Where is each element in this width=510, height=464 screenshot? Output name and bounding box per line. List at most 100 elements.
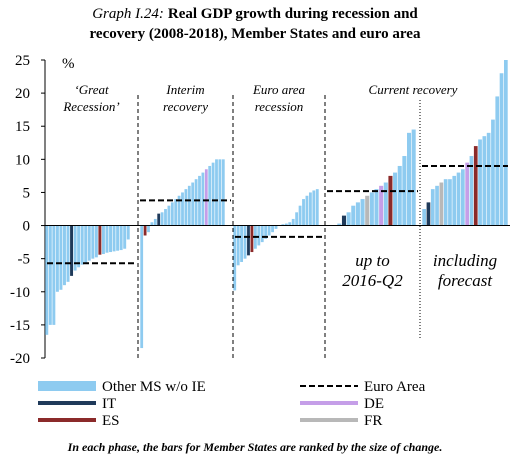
bar <box>383 182 388 226</box>
bar <box>123 225 127 249</box>
y-tick-label: 10 <box>15 152 30 168</box>
y-tick-label: 15 <box>15 119 30 135</box>
bar <box>439 182 444 226</box>
bar <box>369 192 374 226</box>
bar <box>308 192 312 226</box>
bar <box>360 199 365 226</box>
phase-label: ‘Great <box>74 82 109 97</box>
bar <box>109 225 112 253</box>
bar <box>84 225 88 263</box>
bar <box>281 224 285 226</box>
bar <box>218 159 222 226</box>
bar <box>355 202 360 226</box>
legend-label: DE <box>364 396 384 412</box>
bar <box>422 209 426 226</box>
bar <box>435 185 439 226</box>
bar <box>461 169 465 226</box>
phase-label: recovery <box>163 99 208 114</box>
bar <box>240 225 244 262</box>
bar <box>443 179 448 226</box>
bar <box>473 146 478 226</box>
phase-label: Euro area <box>252 82 306 97</box>
bar <box>397 165 402 226</box>
bar <box>143 225 147 236</box>
footnote: In each phase, the bars for Member State… <box>67 440 443 454</box>
chart-title-line: Graph I.24: Real GDP growth during recess… <box>92 6 418 22</box>
phase-sublabel: forecast <box>438 271 493 290</box>
bar <box>70 225 74 276</box>
y-tick-label: -20 <box>10 351 30 367</box>
bar <box>221 159 225 226</box>
bar <box>181 192 184 226</box>
bar <box>337 223 342 226</box>
bar <box>77 225 81 268</box>
bar <box>215 159 218 226</box>
bar <box>184 189 188 226</box>
legend-label: FR <box>364 413 382 429</box>
phase-label: Recession’ <box>62 99 119 114</box>
bar <box>105 225 109 253</box>
phase-label: Interim <box>165 82 204 97</box>
bar <box>233 225 237 291</box>
bar <box>411 129 416 226</box>
bar <box>267 225 271 236</box>
bar <box>486 132 491 226</box>
bar <box>55 225 59 292</box>
bar <box>346 212 351 226</box>
phase-sublabel: up to <box>355 251 389 270</box>
bar <box>112 225 116 252</box>
phase-label: recession <box>255 99 304 114</box>
bar <box>407 132 412 226</box>
phase-sublabel: including <box>433 251 497 270</box>
bar <box>91 225 95 259</box>
legend-label: Other MS w/o IE <box>102 379 206 395</box>
bar <box>469 156 474 226</box>
bar <box>174 199 178 226</box>
bar <box>59 225 63 290</box>
bar <box>48 225 52 325</box>
y-tick-label: 5 <box>23 185 31 201</box>
bar <box>194 179 198 226</box>
bar <box>448 179 452 226</box>
bar <box>63 225 66 286</box>
bar <box>157 213 161 226</box>
bar <box>250 225 254 253</box>
y-unit: % <box>62 56 75 72</box>
bar <box>456 172 461 226</box>
y-tick-label: -15 <box>10 318 30 334</box>
bar <box>208 165 212 226</box>
bar <box>393 172 398 226</box>
bar <box>204 169 208 226</box>
bar <box>147 225 150 233</box>
legend-label: Euro Area <box>364 379 426 395</box>
bar <box>98 225 102 255</box>
chart-title: recovery (2008-2018), Member States and … <box>90 26 421 42</box>
bar <box>271 225 274 233</box>
bar <box>274 225 278 229</box>
bar <box>247 225 250 256</box>
bar <box>312 190 316 226</box>
bar <box>170 202 174 226</box>
phase-label: Current recovery <box>369 82 458 97</box>
bar <box>482 136 487 226</box>
bar <box>201 172 205 226</box>
bar <box>291 218 295 226</box>
bar <box>452 175 457 226</box>
bar <box>260 225 264 243</box>
bar <box>211 162 215 226</box>
phase-sublabel: 2016-Q2 <box>342 271 403 290</box>
legend-swatch <box>38 381 96 391</box>
bar <box>177 195 181 226</box>
legend-label: IT <box>102 396 116 412</box>
bar <box>388 175 393 226</box>
bar <box>66 225 70 282</box>
y-tick-label: 0 <box>23 219 31 235</box>
y-tick-label: 20 <box>15 86 30 102</box>
bar <box>236 225 240 266</box>
bar <box>164 209 167 226</box>
y-tick-label: -5 <box>18 252 31 268</box>
y-tick-label: -10 <box>10 285 30 301</box>
bar <box>426 202 431 226</box>
bar <box>504 60 508 226</box>
